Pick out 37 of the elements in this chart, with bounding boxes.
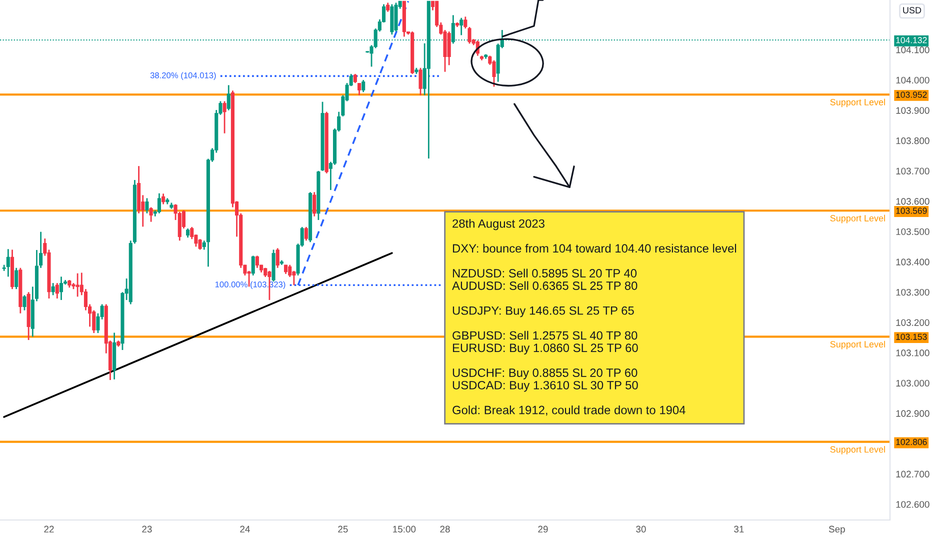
y-tick-label: 104.100 [896, 46, 930, 54]
text: USD [903, 7, 922, 14]
annotation: 38.20% (104.013) [150, 72, 216, 80]
y-tick-label: 103.700 [896, 168, 930, 174]
x-tick-label: 15:00 [393, 526, 416, 532]
y-tick-label: 103.153 [896, 334, 927, 340]
x-tick-label: 25 [338, 526, 348, 532]
x-tick-label: 23 [142, 526, 152, 532]
x-tick-label: Sep [828, 526, 845, 534]
y-tick-label: 102.600 [896, 501, 930, 508]
y-tick-label: 102.700 [896, 470, 930, 478]
ref-line-label: Support Level [830, 340, 885, 350]
x-tick-label: 28 [440, 526, 450, 532]
y-tick-label: 104.000 [896, 76, 930, 84]
y-tick-label: 103.900 [896, 107, 930, 114]
y-tick-label: 103.600 [896, 198, 930, 205]
y-tick-label: 103.000 [896, 380, 930, 387]
y-tick-label: 102.806 [896, 438, 927, 446]
x-tick-label: 24 [240, 526, 250, 532]
x-tick-label: 22 [44, 526, 54, 532]
ref-line-label: Support Level [830, 214, 885, 224]
y-tick-label: 104.132 [896, 37, 927, 44]
y-tick-label: 103.100 [896, 350, 930, 356]
ref-line-label: Support Level [830, 98, 885, 108]
ref-line-label: Support Level [830, 446, 885, 454]
y-tick-label: 103.500 [896, 228, 930, 236]
text: 28th August 2023 DXY: bounce from 104 toward 104.40 resistance level NZDUSD: Sell 0.5895 SL 20 TP 40 AUDUSD: Sell 0.6365 SL 25 TP 80 USDJPY: Buy 146.65 SL 25 TP 65 GBPUSD: Sell 1.2575 SL 40 TP 80 EURUSD: Buy 1.0860 SL 25 TP 60 USDCHF: Buy 0.8855 SL 20 TP 60 USDCAD: Buy 1.3610 SL 30 TP 50 Gold: Break 1912, could trade down to 1904 [452, 219, 736, 416]
x-tick-label: 31 [734, 526, 744, 532]
y-tick-label: 103.952 [896, 92, 927, 98]
x-tick-label: 30 [636, 526, 646, 532]
y-tick-label: 103.800 [896, 137, 930, 144]
y-tick-label: 103.200 [896, 319, 930, 326]
y-tick-label: 103.300 [896, 288, 930, 296]
y-tick-label: 103.569 [896, 208, 927, 214]
y-tick-label: 103.400 [896, 258, 930, 266]
x-tick-label: 29 [538, 526, 548, 532]
y-tick-label: 102.900 [896, 410, 930, 417]
